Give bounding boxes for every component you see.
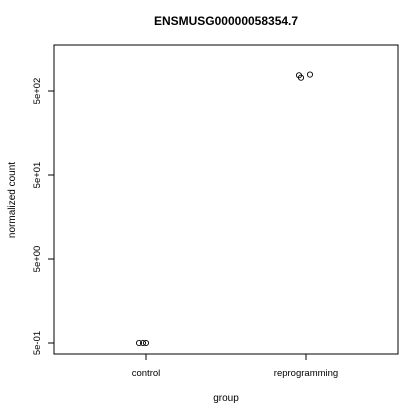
y-tick-label: 5e+01: [32, 162, 43, 189]
y-axis-label: normalized count: [7, 162, 18, 238]
data-point: [306, 71, 314, 78]
chart-title: ENSMUSG00000058354.7: [154, 14, 298, 28]
data-point: [135, 339, 143, 347]
plot-area: [53, 44, 399, 355]
x-axis: control reprogramming: [132, 353, 338, 379]
data-points: [135, 71, 314, 347]
y-tick-label: 5e+02: [32, 78, 43, 105]
x-tick-label: control: [132, 368, 161, 379]
x-tick-label: reprogramming: [274, 368, 338, 379]
x-axis-label: group: [213, 393, 239, 404]
y-tick-label: 5e+00: [32, 246, 43, 273]
data-point: [297, 74, 305, 81]
y-axis: 5e-01 5e+00 5e+01 5e+02: [32, 78, 55, 355]
y-tick-label: 5e-01: [32, 331, 43, 355]
data-point: [142, 339, 150, 347]
data-point: [139, 339, 147, 347]
